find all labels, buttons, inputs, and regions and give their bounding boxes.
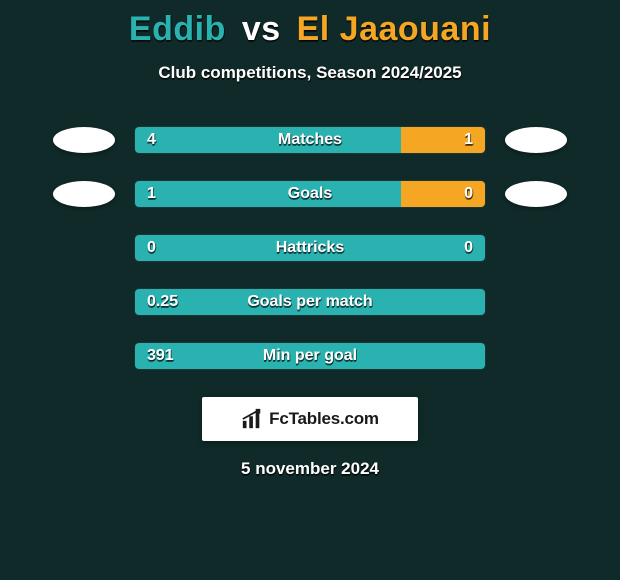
content-root: Eddib vs El Jaaouani Club competitions, … <box>0 0 620 479</box>
stat-label: Hattricks <box>135 235 485 261</box>
stat-label: Goals <box>135 181 485 207</box>
logo-text: FcTables.com <box>269 409 379 429</box>
stat-row: 4Matches1 <box>0 127 620 153</box>
stat-label: Goals per match <box>135 289 485 315</box>
stat-label: Matches <box>135 127 485 153</box>
logo-box: FcTables.com <box>202 397 418 441</box>
player2-pad <box>505 127 567 153</box>
stat-bar: 4Matches1 <box>135 127 485 153</box>
stat-row: 0Hattricks0 <box>0 235 620 261</box>
player2-pad <box>505 181 567 207</box>
stat-row: 0.25Goals per match <box>0 289 620 315</box>
date-text: 5 november 2024 <box>0 459 620 479</box>
player1-name: Eddib <box>129 10 226 48</box>
title-vs: vs <box>242 10 281 48</box>
stat-right-value: 0 <box>464 235 473 261</box>
stat-right-value: 1 <box>464 127 473 153</box>
stat-right-value: 0 <box>464 181 473 207</box>
bar-chart-icon <box>241 408 263 430</box>
stat-bar: 1Goals0 <box>135 181 485 207</box>
stats-container: 4Matches11Goals00Hattricks00.25Goals per… <box>0 127 620 369</box>
player2-name: El Jaaouani <box>297 10 491 48</box>
stat-bar: 391Min per goal <box>135 343 485 369</box>
stat-row: 391Min per goal <box>0 343 620 369</box>
stat-row: 1Goals0 <box>0 181 620 207</box>
player1-pad <box>53 181 115 207</box>
page-title: Eddib vs El Jaaouani <box>0 10 620 49</box>
player1-pad <box>53 127 115 153</box>
stat-bar: 0.25Goals per match <box>135 289 485 315</box>
subtitle: Club competitions, Season 2024/2025 <box>0 63 620 83</box>
stat-label: Min per goal <box>135 343 485 369</box>
stat-bar: 0Hattricks0 <box>135 235 485 261</box>
